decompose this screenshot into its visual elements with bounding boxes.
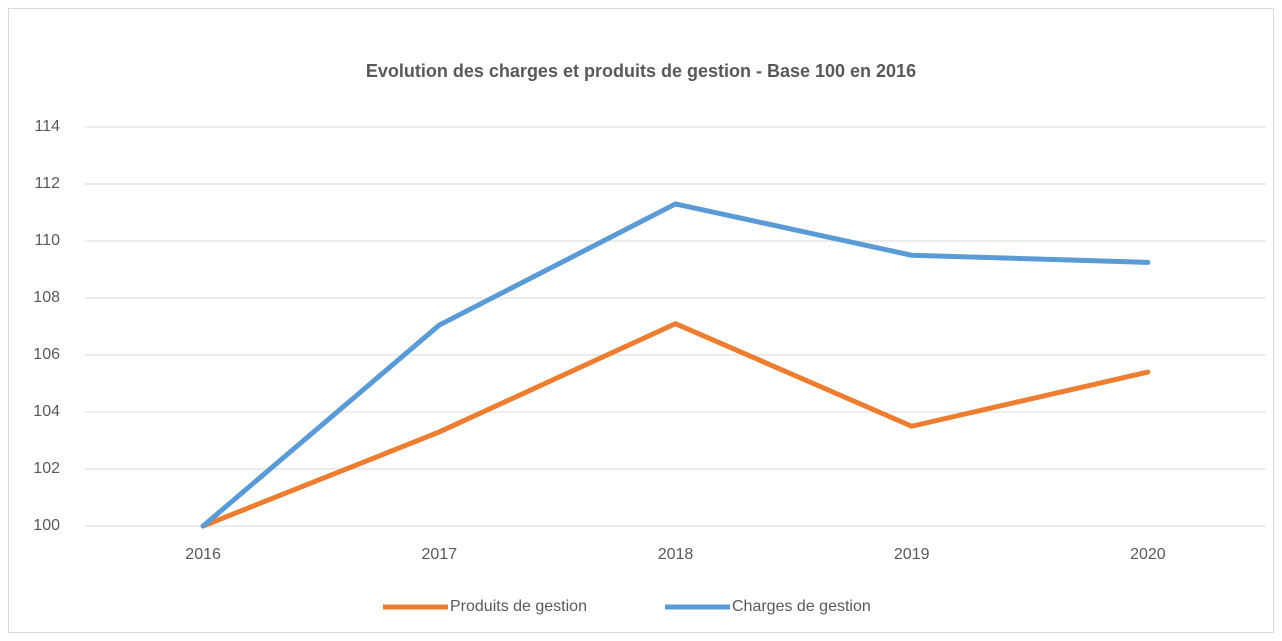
y-tick-label: 102 (33, 460, 60, 477)
chart-title: Evolution des charges et produits de ges… (366, 61, 916, 81)
x-tick-label: 2020 (1130, 546, 1166, 563)
chart-border (8, 8, 1274, 633)
y-tick-label: 114 (34, 118, 60, 135)
y-tick-label: 106 (33, 346, 60, 363)
series-line (200, 201, 1151, 529)
x-tick-label: 2016 (185, 546, 221, 563)
series-line (200, 321, 1151, 529)
y-tick-label: 110 (34, 232, 60, 249)
y-tick-label: 100 (33, 517, 60, 534)
y-tick-label: 108 (33, 289, 60, 306)
y-tick-label: 104 (33, 403, 60, 420)
x-tick-label: 2018 (658, 546, 694, 563)
legend-label: Produits de gestion (450, 598, 587, 615)
y-tick-label: 112 (34, 175, 60, 192)
legend-label: Charges de gestion (732, 598, 871, 615)
x-tick-label: 2019 (894, 546, 930, 563)
x-tick-label: 2017 (422, 546, 458, 563)
